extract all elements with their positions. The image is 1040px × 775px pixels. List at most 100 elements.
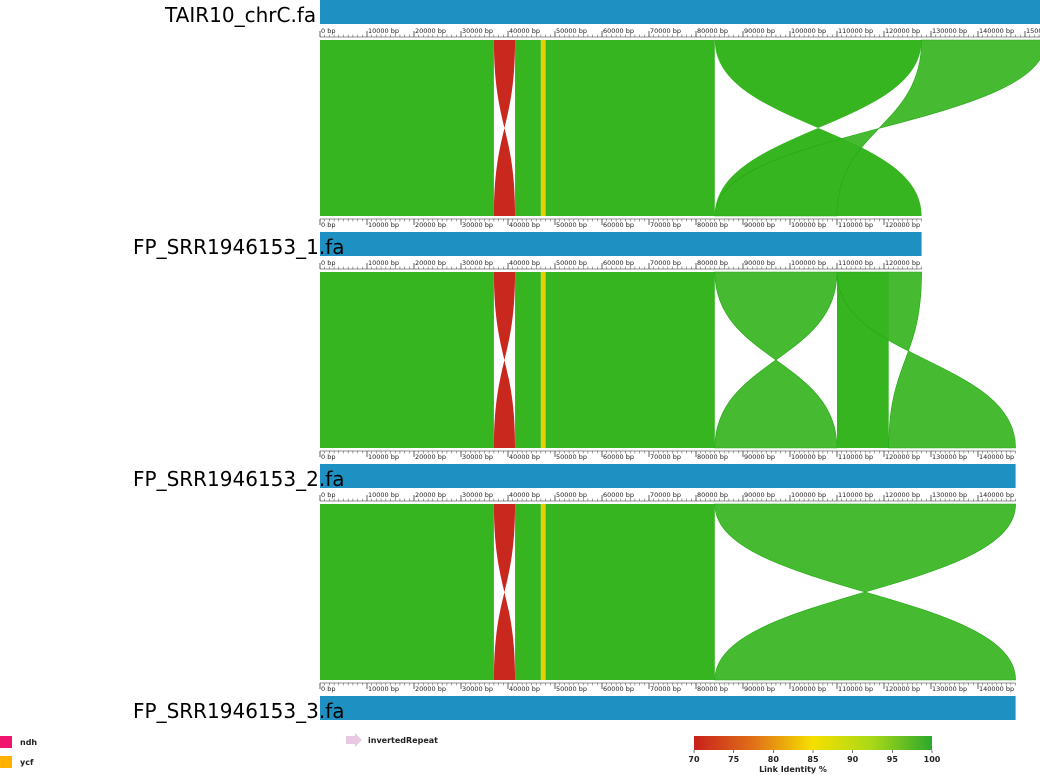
ruler-tick-label: 20000 bp [415, 491, 446, 499]
identity-colorbar [694, 736, 932, 750]
ruler-tick-label: 60000 bp [603, 221, 634, 229]
ruler-tick-label: 60000 bp [603, 259, 634, 267]
identity-tick-label-1: 75 [728, 755, 740, 764]
identity-legend-title: Link Identity % [759, 765, 827, 774]
ruler-tick-label: 10000 bp [368, 259, 399, 267]
ruler-tick-label: 90000 bp [744, 453, 775, 461]
ruler-tick-label: 40000 bp [509, 453, 540, 461]
link-16 [493, 504, 516, 680]
inverted-repeat-legend-label: invertedRepeat [368, 736, 438, 745]
ruler-tick-label: 100000 bp [791, 685, 826, 693]
link-11 [545, 272, 715, 448]
ruler-tick-label: 0 bp [321, 491, 335, 499]
link-4 [545, 40, 715, 216]
ruler-tick-label: 10000 bp [368, 685, 399, 693]
ruler-tick-label: 20000 bp [415, 27, 446, 35]
ruler-tick-label: 70000 bp [650, 27, 681, 35]
ruler-tick-label: 120000 bp [885, 453, 920, 461]
ruler-tick-label: 130000 bp [932, 685, 967, 693]
ruler-tick-label: 70000 bp [650, 685, 681, 693]
ruler-tick-label: 60000 bp [603, 453, 634, 461]
ruler-tick-label: 60000 bp [603, 491, 634, 499]
identity-tick-label-0: 70 [688, 755, 700, 764]
ruler-tick-label: 110000 bp [838, 27, 873, 35]
ruler-tick-label: 90000 bp [744, 27, 775, 35]
link-2 [515, 40, 541, 216]
genome-label-2: FP_SRR1946153_2.fa [133, 467, 345, 491]
ycf-legend-label: ycf [20, 758, 34, 767]
ruler-tick-label: 90000 bp [744, 259, 775, 267]
ruler-tick-label: 50000 bp [556, 259, 587, 267]
ruler-tick-label: 120000 bp [885, 685, 920, 693]
link-1 [493, 40, 516, 216]
link-17 [515, 504, 541, 680]
ruler-tick-label: 40000 bp [509, 27, 540, 35]
ruler-tick-label: 10000 bp [368, 27, 399, 35]
identity-tick-label-3: 85 [807, 755, 819, 764]
ruler-tick-label: 40000 bp [509, 685, 540, 693]
ruler-tick-label: 0 bp [321, 27, 335, 35]
link-14 [836, 271, 1016, 449]
ruler-tick-label: 20000 bp [415, 259, 446, 267]
ruler-tick-label: 110000 bp [838, 685, 873, 693]
ruler-tick-label: 0 bp [321, 221, 335, 229]
ruler-tick-label: 30000 bp [462, 491, 493, 499]
ycf-legend-swatch [0, 756, 12, 768]
link-18 [540, 504, 546, 680]
ruler-tick-label: 50000 bp [556, 221, 587, 229]
ruler-tick-label: 70000 bp [650, 453, 681, 461]
ruler-tick-label: 140000 bp [979, 453, 1014, 461]
ruler-tick-label: 70000 bp [650, 259, 681, 267]
ruler-tick-label: 130000 bp [932, 27, 967, 35]
ruler-tick-label: 140000 bp [979, 27, 1014, 35]
link-8 [493, 272, 516, 448]
ruler-tick-label: 80000 bp [697, 453, 728, 461]
ruler-tick-label: 10000 bp [368, 453, 399, 461]
ruler-tick-label: 50000 bp [556, 27, 587, 35]
ruler-tick-label: 40000 bp [509, 491, 540, 499]
ruler-tick-label: 30000 bp [462, 221, 493, 229]
genome-bar-2 [320, 464, 1016, 488]
ruler-tick-label: 70000 bp [650, 491, 681, 499]
ruler-tick-label: 120000 bp [885, 491, 920, 499]
genome-bar-0 [320, 0, 1040, 24]
genome-bar-1 [320, 232, 922, 256]
ruler-tick-label: 0 bp [321, 259, 335, 267]
ruler-tick-label: 50000 bp [556, 491, 587, 499]
ruler-tick-label: 30000 bp [462, 453, 493, 461]
ruler-tick-label: 120000 bp [885, 259, 920, 267]
ruler-tick-label: 20000 bp [415, 221, 446, 229]
link-0 [320, 40, 494, 216]
ruler-tick-label: 0 bp [321, 453, 335, 461]
link-10 [540, 272, 546, 448]
ruler-tick-label: 120000 bp [885, 27, 920, 35]
ruler-tick-label: 100000 bp [791, 27, 826, 35]
ruler-tick-label: 150000 bp [1026, 27, 1040, 35]
ruler-tick-label: 10000 bp [368, 221, 399, 229]
ruler-tick-label: 20000 bp [415, 685, 446, 693]
ruler-tick-label: 140000 bp [979, 491, 1014, 499]
link-7 [320, 272, 494, 448]
ruler-tick-label: 30000 bp [462, 685, 493, 693]
ruler-tick-label: 30000 bp [462, 27, 493, 35]
ruler-tick-label: 110000 bp [838, 491, 873, 499]
ruler-tick-label: 100000 bp [791, 491, 826, 499]
ndh-legend-label: ndh [20, 738, 38, 747]
ruler-tick-label: 80000 bp [697, 27, 728, 35]
genome-label-1: FP_SRR1946153_1.fa [133, 235, 345, 259]
identity-tick-label-4: 90 [847, 755, 859, 764]
ruler-tick-label: 30000 bp [462, 259, 493, 267]
genome-label-3: FP_SRR1946153_3.fa [133, 699, 345, 723]
ruler-tick-label: 20000 bp [415, 453, 446, 461]
ruler-tick-label: 80000 bp [697, 685, 728, 693]
ruler-tick-label: 80000 bp [697, 491, 728, 499]
ruler-tick-label: 50000 bp [556, 453, 587, 461]
ruler-tick-label: 60000 bp [603, 27, 634, 35]
identity-tick-label-6: 100 [924, 755, 941, 764]
ndh-legend-swatch [0, 736, 12, 748]
link-9 [515, 272, 541, 448]
ruler-tick-label: 120000 bp [885, 221, 920, 229]
ruler-tick-label: 40000 bp [509, 259, 540, 267]
